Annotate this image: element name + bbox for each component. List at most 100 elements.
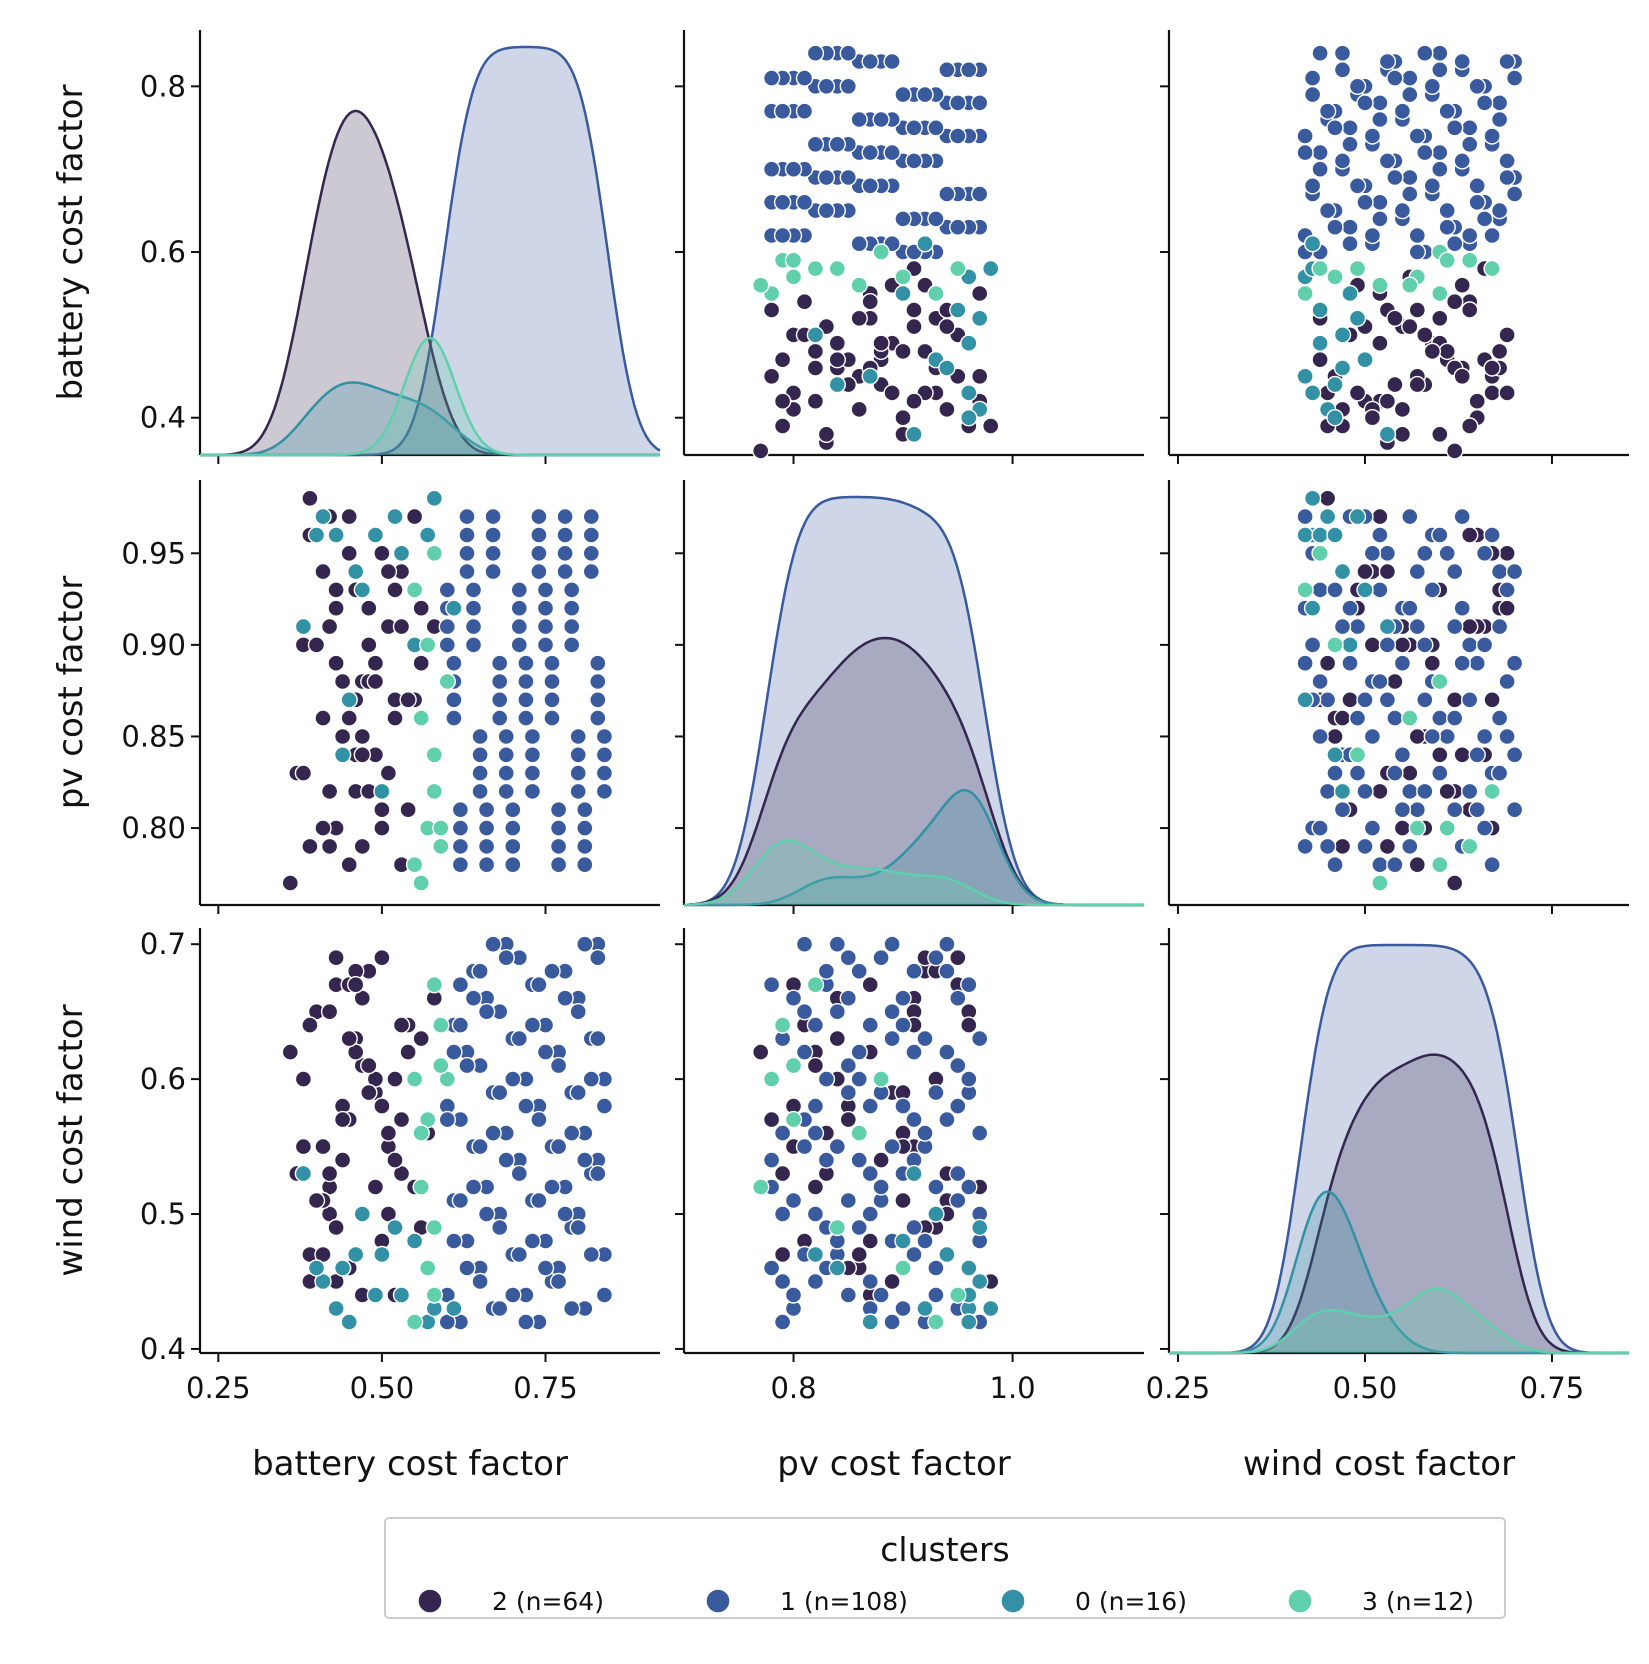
- scatter-point: [1408, 727, 1427, 746]
- scatter-point: [1453, 52, 1471, 71]
- scatter-point: [773, 1313, 792, 1331]
- scatter-point: [1318, 102, 1337, 120]
- y-tick-label: 0.7: [140, 927, 186, 961]
- scatter-point: [314, 819, 332, 837]
- scatter-point: [1498, 168, 1516, 187]
- scatter-point: [1438, 251, 1456, 269]
- scatter-point: [458, 1259, 476, 1277]
- x-axis-label: battery cost factor: [252, 1444, 568, 1484]
- scatter-point: [894, 1299, 912, 1318]
- scatter-point: [333, 1151, 352, 1169]
- scatter-point: [1333, 61, 1352, 79]
- scatter-point: [1326, 526, 1344, 544]
- legend-entry: 2 (n=64): [417, 1587, 604, 1616]
- scatter-point: [307, 526, 326, 544]
- scatter-point: [960, 409, 978, 427]
- scatter-point: [576, 837, 594, 856]
- scatter-point: [1296, 581, 1314, 599]
- scatter-point: [569, 1003, 587, 1021]
- scatter-point: [872, 334, 890, 352]
- scatter-point: [320, 782, 339, 801]
- scatter-point: [1333, 782, 1352, 801]
- scatter-point: [1401, 85, 1419, 104]
- scatter-point: [360, 1083, 378, 1102]
- scatter-point: [1468, 801, 1486, 819]
- scatter-point: [861, 1205, 879, 1223]
- scatter-point: [905, 119, 923, 137]
- scatter-point: [432, 1056, 450, 1075]
- scatter-point: [412, 709, 430, 727]
- scatter-point: [1408, 226, 1427, 245]
- scatter-point: [373, 819, 391, 837]
- scatter-point: [1408, 856, 1427, 874]
- scatter-point: [451, 856, 470, 874]
- scatter-point: [850, 1124, 868, 1142]
- scatter-point: [1475, 94, 1494, 112]
- scatter-point: [883, 52, 901, 71]
- scatter-point: [582, 1245, 600, 1264]
- scatter-point: [458, 544, 476, 562]
- scatter-point: [1468, 77, 1486, 96]
- scatter-point: [1483, 691, 1501, 709]
- scatter-point: [1371, 193, 1389, 212]
- scatter-point: [464, 636, 483, 654]
- scatter-point: [1348, 507, 1367, 526]
- kde-fill-0 (n=16): [1169, 1191, 1629, 1353]
- scatter-point: [530, 976, 548, 994]
- scatter-point: [419, 636, 437, 654]
- legend: clusters 2 (n=64) 1 (n=108) 0 (n=16) 3 (n=1…: [384, 1517, 1506, 1619]
- kde-fill-1 (n=108): [200, 47, 660, 455]
- scatter-point: [817, 1070, 836, 1088]
- scatter-point: [333, 1259, 352, 1277]
- scatter-point: [1318, 654, 1337, 672]
- scatter-point: [1326, 119, 1344, 137]
- scatter-point: [1341, 691, 1359, 709]
- scatter-point: [861, 1097, 879, 1115]
- scatter-point: [353, 581, 371, 599]
- scatter-point: [861, 177, 879, 195]
- scatter-point: [1483, 384, 1501, 402]
- scatter-point: [1460, 119, 1479, 137]
- scatter-point: [828, 1218, 846, 1237]
- scatter-point: [333, 1110, 352, 1129]
- scatter-point: [1468, 746, 1486, 764]
- panel-pv-vs-battery: 0.80 0.85 0.90 0.95: [121, 480, 660, 914]
- scatter-point: [872, 110, 890, 129]
- y-tick-label: 0.95: [121, 536, 186, 570]
- scatter-point: [971, 1272, 989, 1291]
- scatter-point: [504, 1070, 522, 1088]
- panel-battery-vs-pv: [675, 30, 1144, 464]
- scatter-point: [523, 782, 542, 801]
- scatter-point: [451, 1016, 470, 1034]
- scatter-point: [1303, 636, 1322, 654]
- y-tick-label: 0.8: [140, 69, 186, 103]
- scatter-point: [1356, 94, 1374, 112]
- scatter-point: [412, 1029, 430, 1048]
- scatter-point: [504, 801, 522, 819]
- scatter-point: [1460, 417, 1479, 435]
- scatter-point: [1423, 727, 1442, 746]
- scatter-point: [589, 949, 607, 967]
- scatter-point: [497, 746, 515, 764]
- scatter-point: [960, 1178, 978, 1196]
- scatter-point: [1468, 654, 1486, 672]
- scatter-point: [563, 581, 581, 599]
- scatter-point: [340, 1029, 358, 1048]
- scatter-point: [510, 1029, 528, 1048]
- scatter-point: [1348, 259, 1367, 278]
- scatter-point: [458, 1056, 476, 1075]
- scatter-point: [1311, 672, 1329, 691]
- scatter-point: [1296, 654, 1314, 672]
- scatter-point: [982, 259, 1000, 278]
- scatter-point: [784, 1191, 803, 1210]
- scatter-point: [320, 837, 339, 856]
- scatter-point: [1498, 672, 1516, 691]
- scatter-point: [1408, 562, 1427, 581]
- scatter-point: [445, 709, 463, 727]
- scatter-point: [1483, 226, 1501, 245]
- scatter-point: [1303, 85, 1322, 104]
- scatter-point: [530, 1191, 548, 1210]
- scatter-point: [556, 526, 574, 544]
- scatter-point: [1333, 152, 1352, 170]
- scatter-point: [1401, 837, 1419, 856]
